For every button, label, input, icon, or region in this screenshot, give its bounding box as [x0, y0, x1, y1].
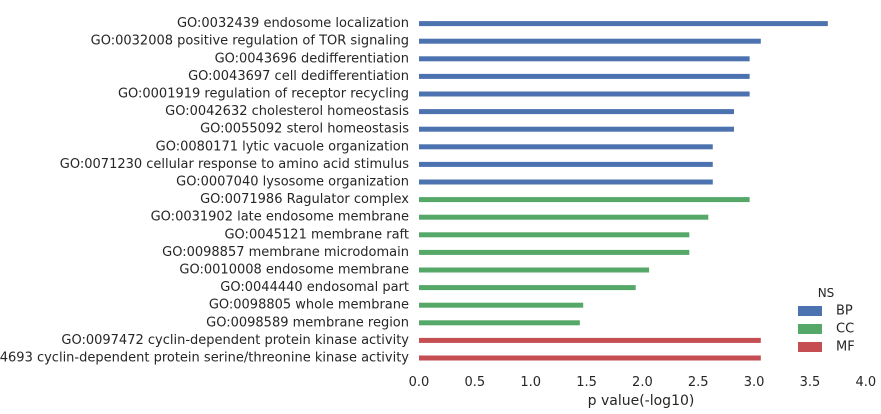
y-tick-label: GO:0031902 late endosome membrane: [151, 210, 409, 225]
y-tick-label: GO:0032439 endosome localization: [177, 16, 409, 31]
legend-label-cc: CC: [836, 322, 854, 337]
y-tick-label: GO:0001919 regulation of receptor recycl…: [118, 87, 409, 102]
y-tick-label: GO:0055092 sterol homeostasis: [200, 122, 409, 137]
y-tick-label: GO:0080171 lytic vacuole organization: [156, 139, 409, 154]
bar: [419, 91, 750, 97]
x-tick-label: 3.5: [800, 375, 821, 390]
legend-swatch-mf: [798, 342, 822, 352]
y-tick-label: GO:0071230 cellular response to amino ac…: [60, 157, 409, 172]
bar: [419, 197, 750, 203]
bar: [419, 249, 690, 255]
bar: [419, 320, 580, 326]
y-tick-label: GO:0032008 positive regulation of TOR si…: [91, 34, 409, 49]
y-tick-label: GO:0098589 membrane region: [206, 315, 409, 330]
bar: [419, 337, 761, 343]
y-tick-label: GO:0098805 whole membrane: [209, 298, 409, 313]
x-tick-label: 2.0: [632, 375, 653, 390]
y-axis-labels: GO:0032439 endosome localization GO:00320…: [0, 16, 409, 365]
bar: [419, 56, 750, 62]
bar: [419, 144, 713, 150]
legend-label-bp: BP: [836, 304, 853, 319]
y-tick-label: GO:0097472 cyclin-dependent protein kina…: [61, 333, 409, 348]
legend: NS BP CC MF: [798, 286, 855, 355]
bar: [419, 214, 709, 220]
x-tick-label: 2.5: [688, 375, 709, 390]
y-tick-label: GO:0098857 membrane microdomain: [162, 245, 409, 260]
bar: [419, 21, 828, 27]
x-tick-label: 3.0: [744, 375, 765, 390]
y-tick-label: GO:0071986 Ragulator complex: [200, 192, 409, 207]
y-tick-label: GO:0045121 membrane raft: [224, 227, 409, 242]
x-tick-label: 4.0: [855, 375, 876, 390]
bar: [419, 232, 690, 238]
bar: [419, 126, 734, 132]
bar: [419, 285, 636, 291]
x-tick-label: 1.0: [520, 375, 541, 390]
bar: [419, 179, 713, 185]
bar: [419, 73, 750, 79]
y-tick-label: GO:0004693 cyclin-dependent protein seri…: [0, 351, 409, 366]
y-tick-label: GO:0010008 endosome membrane: [179, 263, 409, 278]
bar: [419, 109, 734, 115]
x-axis-label: p value(-log10): [588, 393, 695, 409]
legend-title: NS: [818, 286, 835, 300]
x-tick-label: 1.5: [576, 375, 597, 390]
bars: [419, 21, 828, 361]
bar: [419, 267, 650, 273]
legend-swatch-cc: [798, 324, 822, 334]
x-tick-label: 0.0: [409, 375, 430, 390]
bar: [419, 161, 713, 167]
x-axis-ticks: 0.0 0.5 1.0 1.5 2.0 2.5 3.0 3.5 4.0: [409, 375, 876, 390]
x-tick-label: 0.5: [465, 375, 486, 390]
bar: [419, 302, 584, 308]
y-tick-label: GO:0044440 endosomal part: [220, 280, 409, 295]
bar: [419, 355, 761, 361]
legend-swatch-bp: [798, 306, 822, 316]
y-tick-label: GO:0043697 cell dedifferentiation: [188, 69, 409, 84]
bar: [419, 38, 761, 44]
y-tick-label: GO:0042632 cholesterol homeostasis: [165, 104, 409, 119]
y-tick-label: GO:0043696 dedifferentiation: [215, 51, 409, 66]
y-tick-label: GO:0007040 lysosome organization: [176, 175, 409, 190]
legend-label-mf: MF: [836, 340, 855, 355]
